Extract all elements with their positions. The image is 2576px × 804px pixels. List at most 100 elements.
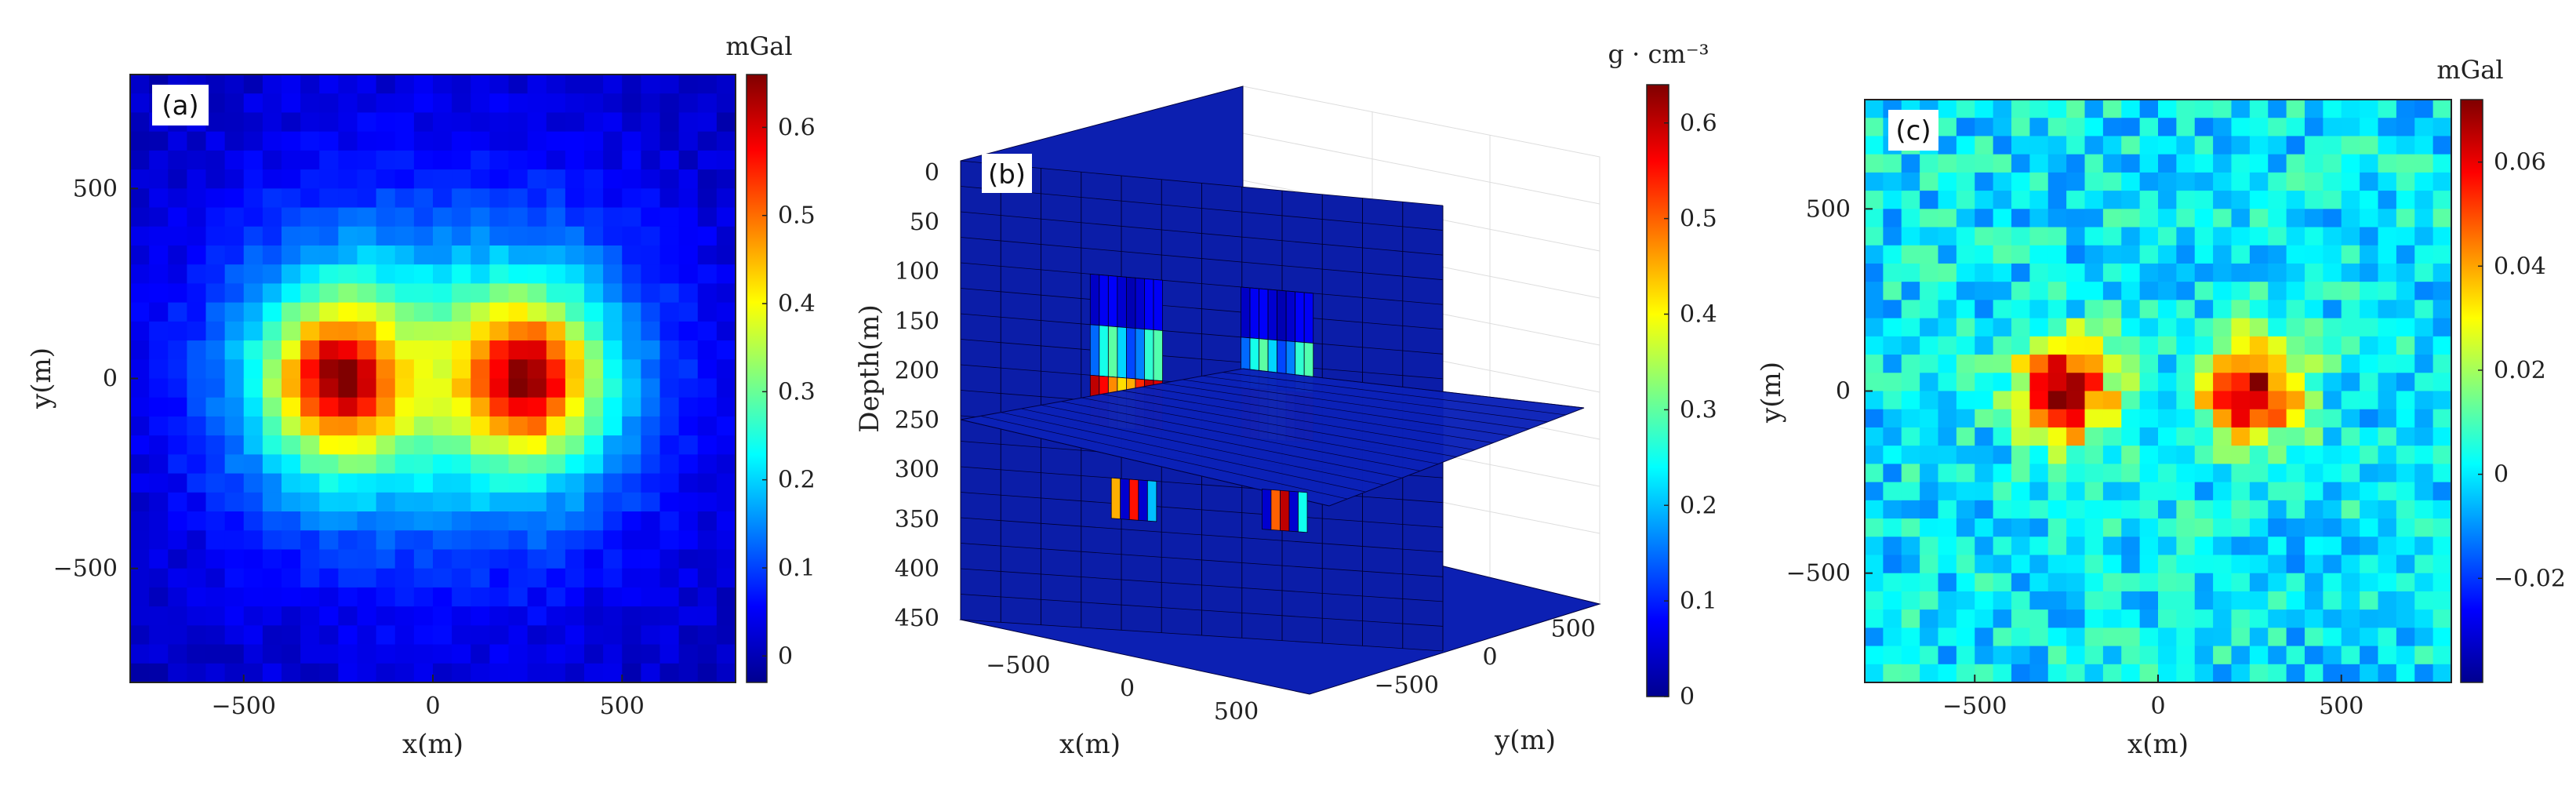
heatmap-cell [1993,373,2012,392]
heatmap-cell [2249,336,2269,355]
heatmap-cell [716,663,736,683]
heatmap-cell [2213,154,2233,173]
heatmap-cell [678,112,699,133]
heatmap-cell [2231,154,2251,173]
heatmap-cell [678,435,699,455]
heatmap-cell [2011,355,2030,373]
heatmap-cell [2102,555,2122,574]
heatmap-cell [489,207,510,227]
heatmap-cell [2396,227,2415,246]
heatmap-cell [489,435,510,455]
heatmap-cell [357,188,377,209]
heatmap-cell [1938,482,1957,501]
heatmap-cell [2414,191,2434,209]
heatmap-cell [2213,646,2233,665]
heatmap-cell [2102,227,2122,246]
heatmap-cell [262,150,282,170]
heatmap-cell [2305,373,2323,392]
heatmap-cell [452,340,471,360]
heatmap-cell [205,397,226,417]
heatmap-cell [603,302,623,322]
heatmap-cell [2029,518,2049,537]
heatmap-cell [187,568,207,588]
heatmap-cell [300,549,320,569]
heatmap-cell [2084,537,2104,556]
heatmap-cell [2213,373,2233,392]
heatmap-cell [2268,172,2287,191]
heatmap-cell [2396,355,2415,373]
heatmap-cell [2102,500,2122,519]
heatmap-cell [282,188,301,209]
heatmap-cell [622,112,641,133]
heatmap-cell [697,663,718,683]
heatmap-cell [205,587,226,607]
heatmap-cell [394,416,415,436]
heatmap-cell [319,530,339,551]
heatmap-cell [394,283,415,304]
heatmap-cell [565,93,585,114]
heatmap-cell [205,131,226,151]
heatmap-cell [205,530,226,551]
heatmap-cell [697,150,718,170]
heatmap-cell [2323,500,2342,519]
heatmap-cell [243,378,263,398]
heatmap-cell [357,75,377,94]
heatmap-cell [205,511,226,531]
heatmap-cell [130,492,150,512]
heatmap-cell [1920,573,1939,592]
heatmap-cell [546,359,566,380]
heatmap-cell [130,549,150,569]
heatmap-cell [2084,664,2104,683]
heatmap-cell [282,226,301,246]
heatmap-cell [2047,409,2067,428]
heatmap-cell [2011,136,2030,155]
heatmap-cell [376,397,396,417]
heatmap-cell [224,549,245,569]
heatmap-cell [2341,373,2360,392]
heatmap-cell [678,226,699,246]
heatmap-cell [2414,336,2434,355]
heatmap-cell [2396,464,2415,483]
heatmap-cell [2121,318,2141,337]
heatmap-cell [2194,409,2214,428]
heatmap-cell [603,378,623,398]
heatmap-cell [187,302,207,322]
heatmap-cell [2176,537,2196,556]
heatmap-cell [2286,373,2305,392]
heatmap-cell [2121,373,2141,392]
heatmap-cell [2121,209,2141,228]
heatmap-cell [471,359,490,380]
heatmap-cell [224,492,245,512]
heatmap-cell [1975,318,1994,337]
heatmap-cell [1865,136,1884,155]
heatmap-cell [413,150,434,170]
heatmap-cell [2231,446,2251,464]
heatmap-cell [452,131,471,151]
heatmap-cell [2084,191,2104,209]
heatmap-cell [394,340,415,360]
heatmap-cell [2360,154,2379,173]
heatmap-cell [2249,245,2269,264]
heatmap-cell [376,454,396,475]
heatmap-cell [319,359,339,380]
heatmap-cell [1883,373,1902,392]
anomaly-cell [1144,278,1154,330]
panel-a-label: (a) [162,90,198,122]
heatmap-cell [2194,336,2214,355]
heatmap-cell [1993,263,2012,282]
heatmap-cell [2432,664,2452,683]
heatmap-cell [471,226,490,246]
heatmap-cell [2231,646,2251,665]
slice-gridline [1001,412,1366,493]
heatmap-cell [130,340,150,360]
heatmap-cell [1993,555,2012,574]
heatmap-cell [357,245,377,265]
heatmap-cell [2066,646,2086,665]
heatmap-cell [2121,100,2141,118]
heatmap-cell [2176,191,2196,209]
heatmap-cell [2213,628,2233,647]
heatmap-cell [2414,227,2434,246]
heatmap-cell [1920,409,1939,428]
heatmap-cell [2011,518,2030,537]
